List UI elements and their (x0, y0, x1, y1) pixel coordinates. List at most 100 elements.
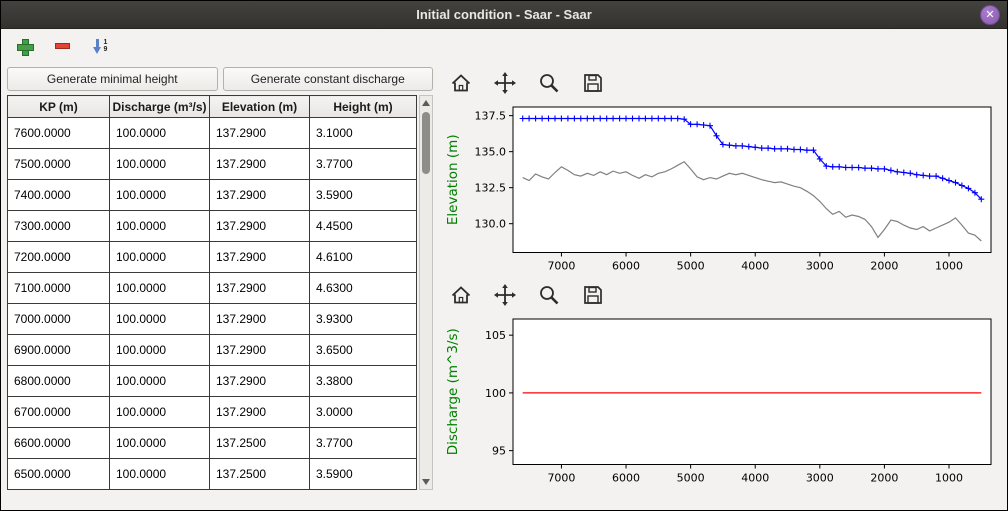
svg-text:Elevation (m): Elevation (m) (445, 134, 461, 225)
table-row[interactable]: 7000.0000 100.0000 137.2900 3.9300 (7, 303, 417, 335)
table-cell[interactable]: 100.0000 (109, 365, 210, 397)
save-button[interactable] (579, 70, 607, 96)
table-cell[interactable]: 6600.0000 (7, 427, 110, 459)
table-cell[interactable]: 137.2900 (209, 396, 310, 428)
close-button[interactable]: ✕ (980, 5, 1000, 25)
svg-text:4000: 4000 (741, 471, 769, 484)
table-cell[interactable]: 4.4500 (309, 210, 417, 242)
table-cell[interactable]: 137.2900 (209, 334, 310, 366)
table-cell[interactable]: 100.0000 (109, 179, 210, 211)
table-cell[interactable]: 3.9300 (309, 303, 417, 335)
column-header[interactable]: KP (m) (7, 95, 110, 118)
add-row-button[interactable] (11, 33, 37, 59)
svg-text:7000: 7000 (547, 260, 575, 273)
table-cell[interactable]: 137.2500 (209, 427, 310, 459)
svg-text:137.5: 137.5 (475, 110, 507, 123)
table-cell[interactable]: 100.0000 (109, 396, 210, 428)
column-header[interactable]: Discharge (m³/s) (109, 95, 210, 118)
table-cell[interactable]: 7400.0000 (7, 179, 110, 211)
table-cell[interactable]: 3.5900 (309, 458, 417, 490)
save-icon (584, 74, 602, 92)
table-cell[interactable]: 3.1000 (309, 117, 417, 149)
table-row[interactable]: 7600.0000 100.0000 137.2900 3.1000 (7, 117, 417, 149)
table-cell[interactable]: 137.2900 (209, 179, 310, 211)
table-cell[interactable]: 3.5900 (309, 179, 417, 211)
svg-text:132.5: 132.5 (475, 182, 507, 195)
table-cell[interactable]: 100.0000 (109, 148, 210, 180)
table-cell[interactable]: 7500.0000 (7, 148, 110, 180)
home-button-2[interactable] (447, 282, 475, 308)
table-row[interactable]: 6500.0000 100.0000 137.2500 3.5900 (7, 458, 417, 490)
column-header[interactable]: Elevation (m) (209, 95, 310, 118)
table-cell[interactable]: 137.2900 (209, 303, 310, 335)
table-cell[interactable]: 100.0000 (109, 458, 210, 490)
table-cell[interactable]: 6700.0000 (7, 396, 110, 428)
svg-text:6000: 6000 (612, 260, 640, 273)
table-row[interactable]: 7300.0000 100.0000 137.2900 4.4500 (7, 210, 417, 242)
save-button-2[interactable] (579, 282, 607, 308)
table-cell[interactable]: 100.0000 (109, 272, 210, 304)
pan-button[interactable] (491, 70, 519, 96)
table-cell[interactable]: 4.6300 (309, 272, 417, 304)
table-cell[interactable]: 7300.0000 (7, 210, 110, 242)
table-cell[interactable]: 137.2900 (209, 241, 310, 273)
generate-minimal-height-button[interactable]: Generate minimal height (7, 67, 218, 91)
home-icon (451, 74, 471, 92)
table-cell[interactable]: 7200.0000 (7, 241, 110, 273)
sort-arrow-icon (92, 38, 102, 54)
svg-text:2000: 2000 (870, 260, 898, 273)
table-row[interactable]: 7200.0000 100.0000 137.2900 4.6100 (7, 241, 417, 273)
elevation-plot[interactable]: 7000 6000 5000 4000 3000 2000 1000 130.0 132.5 13… (441, 99, 1001, 279)
table-cell[interactable]: 137.2500 (209, 458, 310, 490)
table-row[interactable]: 6900.0000 100.0000 137.2900 3.6500 (7, 334, 417, 366)
table-row[interactable]: 6700.0000 100.0000 137.2900 3.0000 (7, 396, 417, 428)
table-cell[interactable]: 100.0000 (109, 303, 210, 335)
sort-digit-bottom: 9 (103, 46, 108, 53)
sort-button[interactable]: 1 9 (87, 33, 113, 59)
scrollbar-thumb[interactable] (422, 112, 430, 174)
table-row[interactable]: 6600.0000 100.0000 137.2500 3.7700 (7, 427, 417, 459)
table-cell[interactable]: 3.3800 (309, 365, 417, 397)
titlebar[interactable]: Initial condition - Saar - Saar ✕ (1, 1, 1007, 29)
initial-condition-table: KP (m) Discharge (m³/s) Elevation (m) Heigh… (7, 95, 417, 490)
discharge-plot[interactable]: 7000 6000 5000 4000 3000 2000 1000 95 100 105 Disc… (441, 311, 1001, 491)
table-cell[interactable]: 4.6100 (309, 241, 417, 273)
table-cell[interactable]: 137.2900 (209, 365, 310, 397)
table-cell[interactable]: 7100.0000 (7, 272, 110, 304)
table-cell[interactable]: 137.2900 (209, 272, 310, 304)
table-cell[interactable]: 3.6500 (309, 334, 417, 366)
table-cell[interactable]: 100.0000 (109, 117, 210, 149)
table-scrollbar[interactable] (419, 95, 433, 490)
pan-button-2[interactable] (491, 282, 519, 308)
table-cell[interactable]: 100.0000 (109, 210, 210, 242)
table-cell[interactable]: 6500.0000 (7, 458, 110, 490)
table-cell[interactable]: 137.2900 (209, 210, 310, 242)
table-cell[interactable]: 3.7700 (309, 427, 417, 459)
table-cell[interactable]: 100.0000 (109, 427, 210, 459)
table-row[interactable]: 7500.0000 100.0000 137.2900 3.7700 (7, 148, 417, 180)
table-cell[interactable]: 6900.0000 (7, 334, 110, 366)
svg-text:100: 100 (485, 386, 506, 399)
table-cell[interactable]: 100.0000 (109, 241, 210, 273)
table-row[interactable]: 7100.0000 100.0000 137.2900 4.6300 (7, 272, 417, 304)
table-cell[interactable]: 137.2900 (209, 117, 310, 149)
remove-row-button[interactable] (49, 33, 75, 59)
scroll-up-icon[interactable] (422, 100, 430, 106)
table-cell[interactable]: 100.0000 (109, 334, 210, 366)
table-cell[interactable]: 3.0000 (309, 396, 417, 428)
generate-constant-discharge-button[interactable]: Generate constant discharge (222, 67, 433, 91)
scroll-down-icon[interactable] (422, 479, 430, 485)
table-row[interactable]: 6800.0000 100.0000 137.2900 3.3800 (7, 365, 417, 397)
sort-digits: 1 9 (104, 39, 108, 53)
table-cell[interactable]: 7600.0000 (7, 117, 110, 149)
home-icon (451, 285, 471, 303)
table-cell[interactable]: 6800.0000 (7, 365, 110, 397)
column-header[interactable]: Height (m) (309, 95, 417, 118)
zoom-button-2[interactable] (535, 282, 563, 308)
table-cell[interactable]: 7000.0000 (7, 303, 110, 335)
table-cell[interactable]: 137.2900 (209, 148, 310, 180)
home-button[interactable] (447, 70, 475, 96)
zoom-button[interactable] (535, 70, 563, 96)
table-row[interactable]: 7400.0000 100.0000 137.2900 3.5900 (7, 179, 417, 211)
table-cell[interactable]: 3.7700 (309, 148, 417, 180)
